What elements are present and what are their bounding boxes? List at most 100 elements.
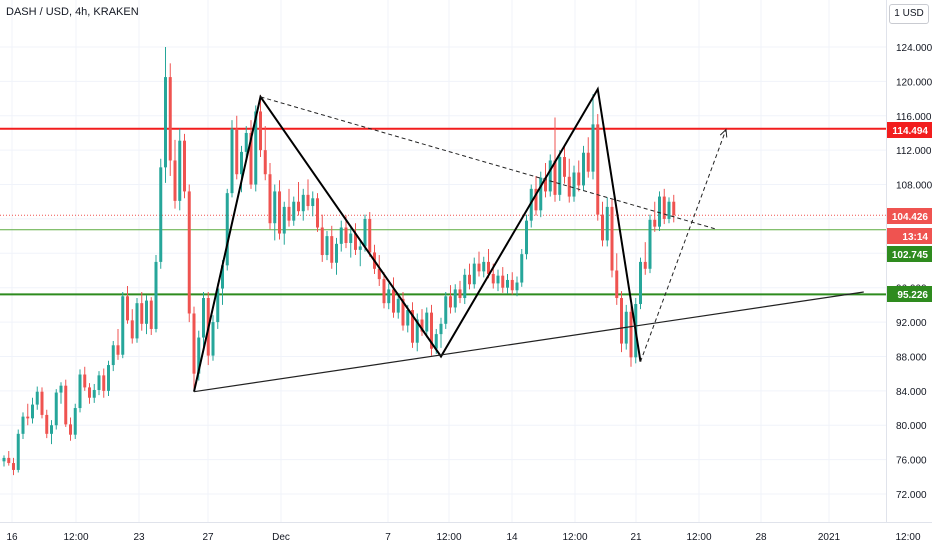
candle-body xyxy=(240,151,243,175)
candle-body xyxy=(50,425,53,434)
candle-body xyxy=(268,174,272,224)
y-tick-label: 76.000 xyxy=(896,456,927,467)
candle xyxy=(591,94,595,180)
candle xyxy=(377,255,381,286)
candle-body xyxy=(458,289,462,299)
candle xyxy=(529,184,533,228)
candle xyxy=(468,263,471,290)
x-tick-label: 12:00 xyxy=(895,532,920,543)
candle-body xyxy=(292,201,296,221)
x-tick-label: 12:00 xyxy=(63,532,88,543)
candle xyxy=(69,417,72,441)
candle xyxy=(116,328,120,360)
candle-body xyxy=(620,298,623,344)
candle-body xyxy=(325,236,329,256)
price-label-text: 114.494 xyxy=(892,126,928,137)
countdown-price-label: 13:14 xyxy=(887,228,932,244)
candle-body xyxy=(54,392,58,426)
y-tick-label: 124.000 xyxy=(896,43,932,54)
candle xyxy=(553,117,557,202)
candle-body xyxy=(463,274,467,299)
candle-body xyxy=(449,296,452,308)
ascending-support-trendline xyxy=(193,291,864,393)
x-tick-label: 27 xyxy=(202,532,214,543)
candle-body xyxy=(586,152,590,172)
candle xyxy=(183,133,186,199)
candle-body xyxy=(434,334,438,349)
candle-body xyxy=(244,132,248,152)
candle xyxy=(145,295,148,335)
chart-title: DASH / USD, 4h, KRAKEN xyxy=(6,6,139,18)
candle xyxy=(544,163,547,198)
candle xyxy=(16,429,20,473)
candle xyxy=(130,309,134,344)
candle-body xyxy=(648,219,652,269)
candle xyxy=(78,369,82,413)
candle xyxy=(202,291,205,348)
candle xyxy=(477,251,481,277)
candle-body xyxy=(558,157,562,195)
candle-body xyxy=(487,261,490,274)
candle-body xyxy=(425,312,429,332)
x-tick-label: 12:00 xyxy=(436,532,461,543)
candle xyxy=(282,201,286,245)
candle-body xyxy=(211,322,215,356)
x-tick-label: 14 xyxy=(506,532,518,543)
candle xyxy=(126,285,129,324)
candle-body xyxy=(40,391,44,415)
candle-body xyxy=(563,157,566,177)
candle-body xyxy=(73,408,77,435)
candle-body xyxy=(12,463,15,470)
candle xyxy=(40,387,44,419)
candle xyxy=(320,214,324,262)
candle xyxy=(54,389,58,430)
candle-body xyxy=(230,128,234,194)
candle xyxy=(567,158,571,203)
candle xyxy=(487,249,490,279)
projection-arrow-head xyxy=(719,128,728,138)
candle xyxy=(572,165,576,202)
x-tick-label: 7 xyxy=(385,532,391,543)
candle xyxy=(316,193,319,232)
candle xyxy=(610,199,614,278)
candle-body xyxy=(111,345,115,366)
candle xyxy=(510,272,514,295)
candle-body xyxy=(596,124,600,215)
y-tick-label: 120.000 xyxy=(896,77,932,88)
candle-body xyxy=(178,140,182,201)
candle xyxy=(244,126,248,160)
candle-body xyxy=(26,416,30,419)
candle-body xyxy=(316,198,319,228)
candle xyxy=(35,386,39,410)
candle xyxy=(629,300,633,367)
currency-unit-button[interactable]: 1 USD xyxy=(889,4,929,24)
candle-body xyxy=(335,243,338,263)
candle xyxy=(382,272,386,309)
candle xyxy=(596,114,600,221)
candle-body xyxy=(491,273,495,284)
current-price-label: 104.426 xyxy=(887,208,932,224)
price-label-text: 102.745 xyxy=(892,250,929,261)
candle xyxy=(225,188,229,271)
candle xyxy=(411,302,414,348)
candle-body xyxy=(168,77,172,161)
candle-body xyxy=(164,77,167,168)
candle xyxy=(159,158,163,269)
candle xyxy=(444,291,448,329)
candle xyxy=(92,383,96,403)
x-tick-label: 23 xyxy=(133,532,145,543)
candles[interactable] xyxy=(2,47,676,476)
candle xyxy=(173,139,177,209)
candle xyxy=(278,180,281,240)
candle-body xyxy=(392,289,395,313)
candle xyxy=(73,403,77,439)
candle-body xyxy=(301,194,305,212)
price-label-bg xyxy=(887,228,932,244)
descending-resistance-trendline xyxy=(260,96,717,230)
candle xyxy=(292,196,296,226)
candle-body xyxy=(406,310,410,326)
candle xyxy=(515,276,519,297)
candle xyxy=(330,225,334,269)
candle xyxy=(168,63,172,176)
